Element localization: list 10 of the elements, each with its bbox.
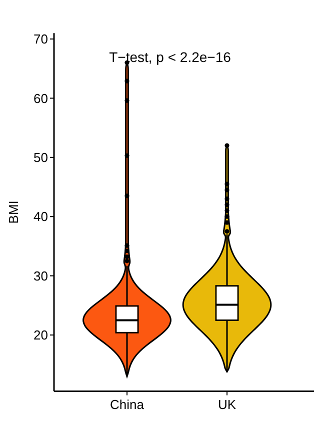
y-tick-label: 20: [34, 328, 48, 343]
y-tick-label: 60: [34, 90, 48, 106]
annotation: T−test, p < 2.2e−16: [109, 49, 232, 65]
y-tick-label: 30: [34, 268, 48, 284]
x-tick-label: China: [110, 397, 145, 412]
x-tick-label: UK: [218, 397, 236, 412]
y-tick-label: 70: [34, 32, 48, 47]
y-tick-label: 50: [34, 150, 48, 165]
y-tick-label: 40: [34, 209, 48, 224]
y-axis-title: BMI: [6, 200, 21, 224]
